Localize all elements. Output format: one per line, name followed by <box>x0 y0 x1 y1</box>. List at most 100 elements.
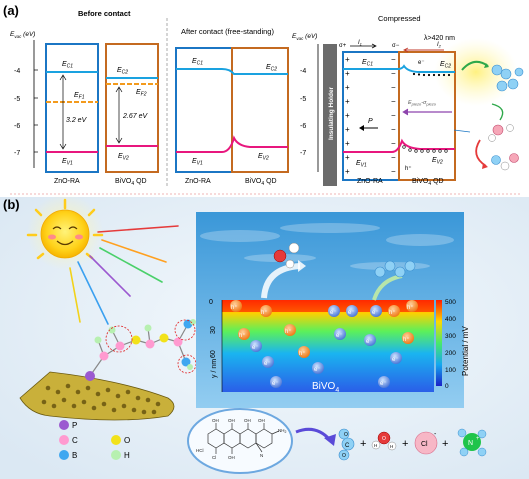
electron <box>334 328 346 340</box>
svg-text:OH: OH <box>244 418 251 423</box>
before-contact-diagram: Before contact Evac (eV) -4 -5 -6 -7 EC1… <box>10 9 159 187</box>
svg-text:e⁻: e⁻ <box>314 367 321 373</box>
ev2-label: EV2 <box>118 153 129 162</box>
insulating-holder <box>323 44 337 186</box>
bivo4-box <box>105 43 159 173</box>
vb-compressed <box>343 138 455 153</box>
legend-label: H <box>124 451 130 460</box>
ev2-compressed: EV2 <box>432 157 443 166</box>
svg-text:300: 300 <box>445 333 456 340</box>
bivo4-label-compressed: BiVO4 QD <box>412 178 444 187</box>
cb-compressed <box>343 64 455 73</box>
legend-dot-c <box>59 435 69 445</box>
plus-sign: + <box>402 438 408 450</box>
svg-text:+: + <box>476 436 480 442</box>
svg-text:e⁻: e⁻ <box>272 381 279 387</box>
panel-a-label: (a) <box>3 3 19 18</box>
svg-text:h⁺: h⁺ <box>403 336 410 343</box>
svg-text:h⁺: h⁺ <box>285 328 292 335</box>
plus-sign: + <box>442 438 448 450</box>
hole <box>298 346 310 358</box>
product-ammonium: N + <box>457 428 487 457</box>
tick-label: -5 <box>14 96 20 103</box>
svg-text:O: O <box>382 436 386 442</box>
zno-label-compressed: ZnO-RA <box>357 178 383 185</box>
ec2-after: EC2 <box>266 64 277 73</box>
atom-legend: P C B O H <box>59 420 130 460</box>
svg-text:NH2: NH2 <box>278 428 287 434</box>
panel-b: (b) <box>0 194 529 479</box>
plus-sign: + <box>360 438 366 450</box>
after-title: After contact (free-standing) <box>181 27 274 36</box>
svg-text:e⁻: e⁻ <box>392 357 399 363</box>
light-rays <box>69 225 179 325</box>
zno-label-after: ZnO-RA <box>185 178 211 185</box>
hole-label: h⁺ <box>405 165 412 172</box>
svg-text:e⁻: e⁻ <box>380 381 387 387</box>
holes: h⁺ h⁺ h⁺ h⁺ h⁺ h⁺ h⁺ h⁺ <box>230 300 418 358</box>
legend-label: P <box>72 421 77 430</box>
svg-text:H: H <box>390 444 393 449</box>
sigma-plus: σ+ <box>339 43 347 49</box>
product-h2o: O H H <box>371 431 397 451</box>
hole <box>260 305 272 317</box>
polarization-label: P <box>368 118 373 125</box>
svg-text:e⁻: e⁻ <box>348 310 355 316</box>
bivo4-label: BiVO4 QD <box>115 178 147 187</box>
water-caustics <box>200 223 454 270</box>
tick-label: -4 <box>14 68 20 75</box>
colorbar <box>436 300 442 386</box>
svg-text:−: − <box>391 111 396 120</box>
svg-text:−: − <box>391 55 396 64</box>
svg-text:+: + <box>345 83 350 92</box>
legend-dot-h <box>111 450 121 460</box>
svg-text:−: − <box>391 69 396 78</box>
gap2-label: 2.67 eV <box>122 113 148 120</box>
svg-text:500: 500 <box>445 299 456 306</box>
svg-text:h⁺: h⁺ <box>299 350 306 357</box>
svg-text:200: 200 <box>445 350 456 357</box>
svg-text:e⁻: e⁻ <box>252 345 259 351</box>
svg-text:h⁺: h⁺ <box>239 332 246 339</box>
colorbar-ticks: 500 400 300 200 100 0 <box>445 299 456 390</box>
svg-text:−: − <box>391 139 396 148</box>
y-tick: 60 <box>210 350 217 358</box>
hole <box>406 300 418 312</box>
ec1-compressed: EC1 <box>362 59 373 68</box>
ef2-label: EF2 <box>136 89 147 98</box>
oxygen-molecules <box>461 60 524 92</box>
electron <box>378 376 390 388</box>
negative-charges: − − − − − − − − − <box>391 55 396 176</box>
electrons: e⁻ e⁻ e⁻ e⁻ e⁻ e⁻ e⁻ e⁻ e⁻ e⁻ e⁻ <box>250 305 402 388</box>
svg-text:−: − <box>391 83 396 92</box>
before-axis-label: Evac (eV) <box>10 31 35 39</box>
panel-b-label: (b) <box>3 197 20 212</box>
svg-text:N: N <box>468 440 473 447</box>
cb-bent-after <box>176 68 288 75</box>
colorbar-title: Potential / mV <box>461 326 470 376</box>
oxygen-cluster <box>374 260 416 278</box>
svg-text:O: O <box>344 432 348 438</box>
electron <box>262 356 274 368</box>
ev1-after: EV1 <box>192 158 203 167</box>
svg-text:e⁻: e⁻ <box>372 310 379 316</box>
svg-text:−: − <box>391 153 396 162</box>
bivo4-box-compressed <box>398 51 456 181</box>
svg-text:C: C <box>345 443 350 449</box>
panel-a: (a) Before contact Evac (eV) -4 -5 -6 -7 <box>3 3 524 188</box>
piezo-field-label: Epiezo-σpiezo <box>408 100 437 107</box>
ec2-compressed: EC2 <box>440 61 451 70</box>
electron <box>370 305 382 317</box>
svg-text:OH: OH <box>228 455 235 460</box>
hole <box>388 305 400 317</box>
svg-text:h⁺: h⁺ <box>231 304 238 311</box>
vb-bent-after <box>176 135 288 153</box>
svg-text:h⁺: h⁺ <box>389 309 396 316</box>
degradation-arrowhead <box>324 434 336 446</box>
svg-text:−: − <box>391 97 396 106</box>
tick-label: -7 <box>14 150 20 157</box>
y-tick: 0 <box>209 299 213 306</box>
products: O C O + O H H + Cl - + <box>338 428 487 461</box>
ec2-label: EC2 <box>117 67 128 76</box>
